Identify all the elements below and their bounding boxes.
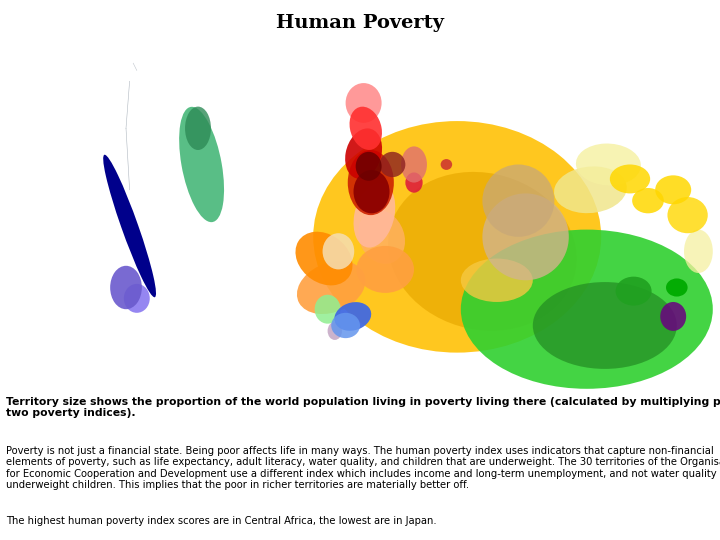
Ellipse shape xyxy=(660,302,686,331)
Text: Human Poverty: Human Poverty xyxy=(276,14,444,31)
Ellipse shape xyxy=(313,121,601,353)
Ellipse shape xyxy=(295,232,353,285)
Ellipse shape xyxy=(632,188,664,213)
Ellipse shape xyxy=(297,261,366,314)
Ellipse shape xyxy=(461,230,713,389)
Ellipse shape xyxy=(441,159,452,170)
Ellipse shape xyxy=(576,144,641,185)
Ellipse shape xyxy=(328,322,342,340)
Ellipse shape xyxy=(616,276,652,306)
Ellipse shape xyxy=(103,155,156,297)
Ellipse shape xyxy=(358,210,405,264)
Ellipse shape xyxy=(179,107,224,222)
Ellipse shape xyxy=(354,183,395,247)
Ellipse shape xyxy=(554,166,627,213)
Ellipse shape xyxy=(684,230,713,273)
Ellipse shape xyxy=(354,170,390,213)
Ellipse shape xyxy=(124,284,150,313)
Ellipse shape xyxy=(461,259,533,302)
Ellipse shape xyxy=(667,197,708,233)
Ellipse shape xyxy=(345,129,382,179)
Ellipse shape xyxy=(349,107,382,150)
Ellipse shape xyxy=(405,172,423,193)
Ellipse shape xyxy=(388,172,577,330)
Ellipse shape xyxy=(348,150,394,215)
Ellipse shape xyxy=(110,266,142,309)
Ellipse shape xyxy=(401,146,427,183)
Ellipse shape xyxy=(323,233,354,269)
Ellipse shape xyxy=(334,302,372,331)
Ellipse shape xyxy=(482,193,569,280)
Text: Territory size shows the proportion of the world population living in poverty li: Territory size shows the proportion of t… xyxy=(6,397,720,418)
Ellipse shape xyxy=(356,246,414,293)
Ellipse shape xyxy=(482,165,554,237)
Ellipse shape xyxy=(610,165,650,193)
Ellipse shape xyxy=(315,295,341,323)
Ellipse shape xyxy=(666,279,688,296)
Ellipse shape xyxy=(185,106,211,150)
Text: Poverty is not just a financial state. Being poor affects life in many ways. The: Poverty is not just a financial state. B… xyxy=(6,446,720,490)
Ellipse shape xyxy=(331,313,360,338)
Ellipse shape xyxy=(655,176,691,204)
Ellipse shape xyxy=(356,152,382,181)
Ellipse shape xyxy=(533,282,677,369)
Ellipse shape xyxy=(346,83,382,123)
Ellipse shape xyxy=(379,152,405,177)
Text: The highest human poverty index scores are in Central Africa, the lowest are in : The highest human poverty index scores a… xyxy=(6,516,436,526)
